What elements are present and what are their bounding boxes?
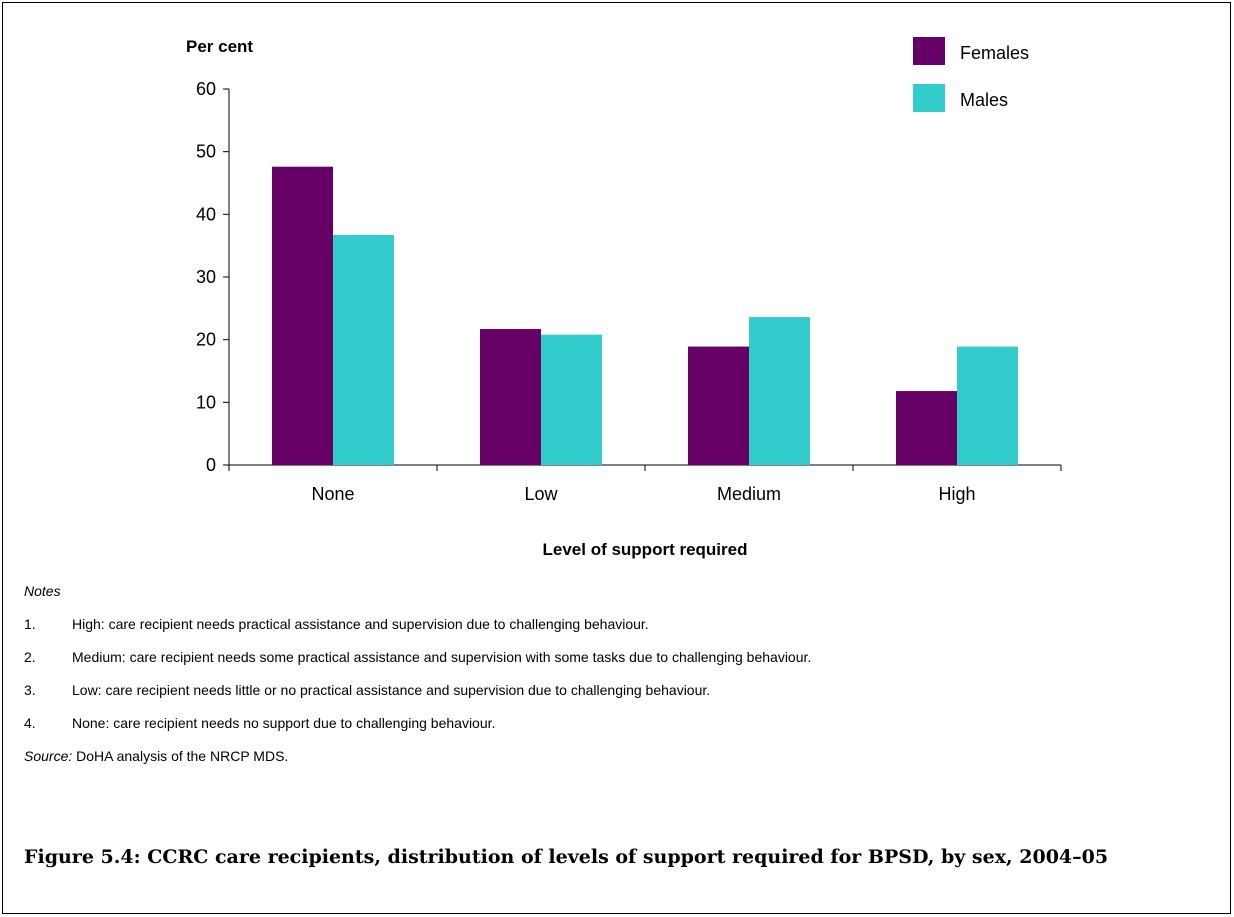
x-tick-label: High xyxy=(938,484,975,504)
bar-females-medium xyxy=(688,346,749,465)
note-number: 4. xyxy=(24,715,36,731)
note-item: 4. None: care recipient needs no support … xyxy=(24,715,811,731)
notes-heading: Notes xyxy=(24,583,61,599)
x-tick-label: Medium xyxy=(717,484,781,504)
note-number: 3. xyxy=(24,682,36,698)
source-text: DoHA analysis of the NRCP MDS. xyxy=(72,748,289,764)
source-label: Source: xyxy=(24,748,73,764)
note-item: 2. Medium: care recipient needs some prac… xyxy=(24,649,811,665)
legend-label: Females xyxy=(960,43,1029,63)
note-number: 2. xyxy=(24,649,36,665)
figure-title: Figure 5.4: CCRC care recipients, distri… xyxy=(24,846,1109,868)
source-line: Source: DoHA analysis of the NRCP MDS. xyxy=(24,748,811,764)
y-tick-label: 30 xyxy=(196,267,216,287)
note-number: 1. xyxy=(24,616,36,632)
bar-males-none xyxy=(333,235,394,465)
plot-area: 0 10 20 30 40 50 60 None Low Medium High xyxy=(196,79,1062,504)
notes-section: Notes 1. High: care recipient needs pract… xyxy=(24,583,811,764)
bar-females-high xyxy=(896,391,957,465)
bar-males-high xyxy=(957,346,1018,465)
bar-males-low xyxy=(541,334,602,465)
legend-swatch-males xyxy=(913,84,945,112)
y-tick-label: 50 xyxy=(196,142,216,162)
x-axis-title: Level of support required xyxy=(543,540,748,559)
y-tick-label: 60 xyxy=(196,79,216,99)
bar-females-none xyxy=(272,166,333,465)
y-tick-label: 40 xyxy=(196,204,216,224)
notes-list: 1. High: care recipient needs practical a… xyxy=(24,616,811,731)
legend: Females Males xyxy=(913,37,1029,112)
y-tick-label: 20 xyxy=(196,330,216,350)
bar-females-low xyxy=(480,329,541,465)
note-text: Low: care recipient needs little or no p… xyxy=(72,682,711,698)
note-text: None: care recipient needs no support du… xyxy=(72,715,496,731)
legend-swatch-females xyxy=(913,37,945,65)
legend-label: Males xyxy=(960,90,1008,110)
bar-males-medium xyxy=(749,317,810,465)
note-item: 1. High: care recipient needs practical a… xyxy=(24,616,811,632)
y-tick-label: 0 xyxy=(206,455,216,475)
note-text: Medium: care recipient needs some practi… xyxy=(72,649,812,665)
x-tick-label: None xyxy=(311,484,354,504)
note-item: 3. Low: care recipient needs little or no… xyxy=(24,682,811,698)
x-tick-label: Low xyxy=(524,484,558,504)
note-text: High: care recipient needs practical ass… xyxy=(72,616,649,632)
y-tick-label: 10 xyxy=(196,392,216,412)
y-axis-title: Per cent xyxy=(186,37,253,56)
